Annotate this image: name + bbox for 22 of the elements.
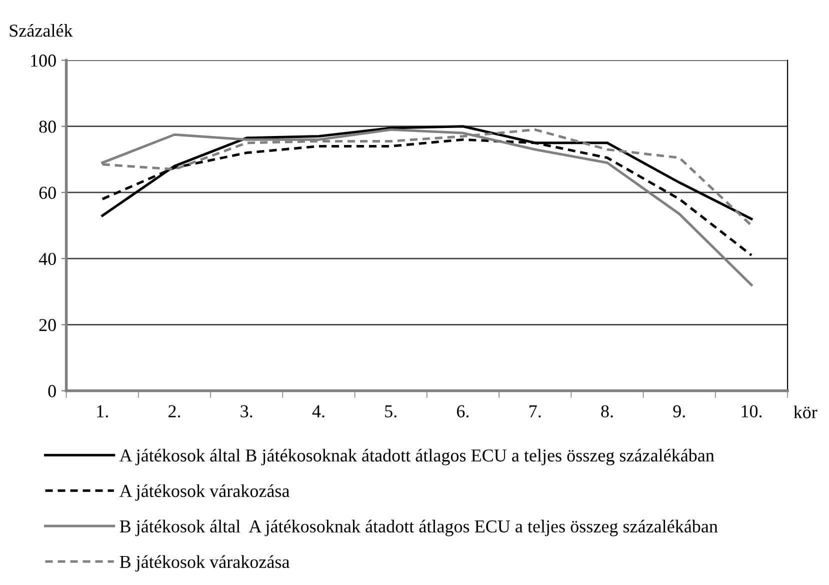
x-tick-label: 10. xyxy=(742,405,762,418)
y-tick-label: 80 xyxy=(39,120,56,133)
x-tick-label: 7. xyxy=(530,405,541,418)
x-tick-label: 6. xyxy=(457,405,469,418)
legend-label: B játékosok által A játékosoknak átadott átlagos ECU a teljes összeg százalékában xyxy=(120,520,718,536)
y-tick-label: 60 xyxy=(39,186,56,199)
x-tick-label: 9. xyxy=(673,405,685,418)
x-axis-title: kör xyxy=(794,406,818,418)
y-axis-title: Százalék xyxy=(10,24,73,37)
legend-label: B játékosok várakozása xyxy=(120,555,290,572)
x-tick-label: 3. xyxy=(240,405,252,418)
x-tick-label: 5. xyxy=(385,405,396,418)
x-tick-label: 8. xyxy=(601,405,613,418)
y-tick-label: 20 xyxy=(39,318,56,332)
legend-label: A játékosok várakozása xyxy=(119,484,290,501)
y-tick-label: 0 xyxy=(48,385,56,398)
legend-label: A játékosok által B játékosoknak átadott átlagos ECU a teljes összeg százalékában xyxy=(119,448,714,466)
x-tick-label: 1. xyxy=(97,405,108,418)
x-tick-label: 4. xyxy=(312,405,324,418)
y-tick-label: 40 xyxy=(38,252,56,266)
x-tick-label: 2. xyxy=(168,405,180,418)
y-tick-label: 100 xyxy=(31,54,56,67)
